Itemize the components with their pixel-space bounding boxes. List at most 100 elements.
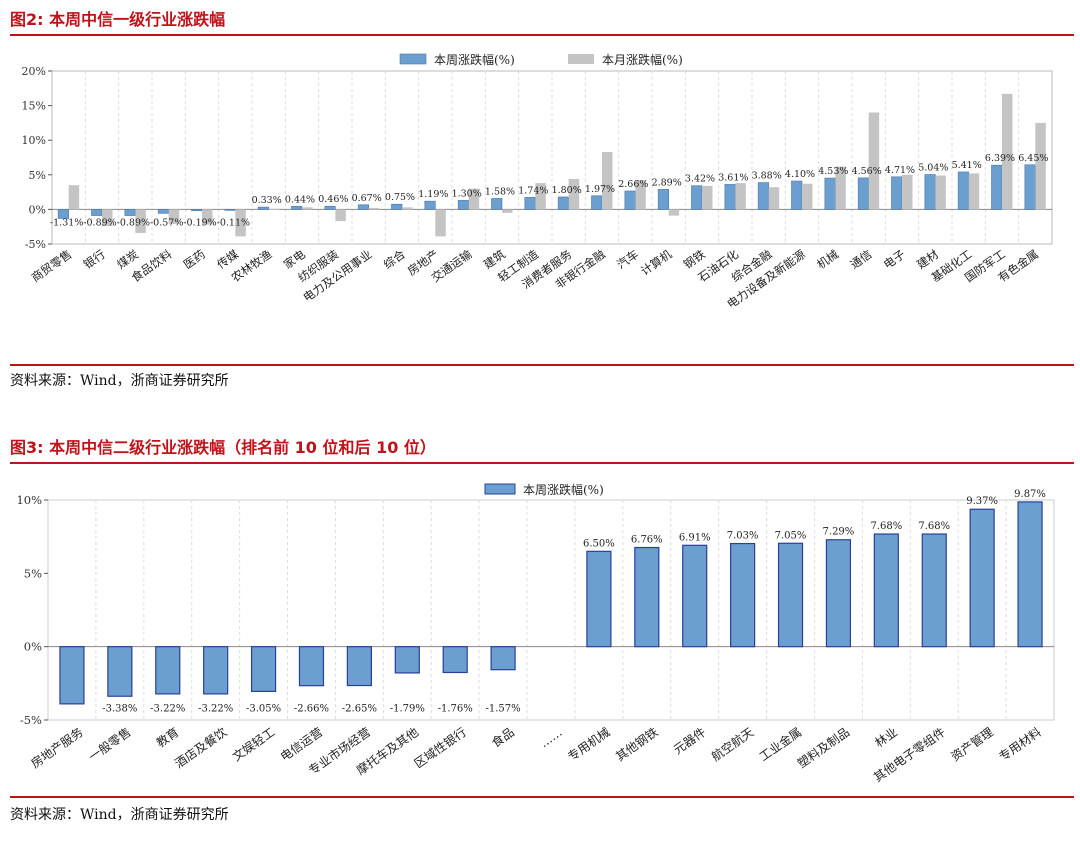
x-tick-label: 综合	[381, 247, 408, 272]
bar-month-8	[335, 209, 346, 222]
bar-month-6	[268, 208, 280, 210]
data-label: 4.56%	[852, 166, 882, 177]
bar-month-11	[435, 209, 446, 237]
bar-week-21	[757, 182, 769, 210]
legend-label: 本周涨跌幅(%)	[523, 482, 604, 497]
data-label: 9.37%	[966, 496, 998, 507]
x-tick-label: 教育	[153, 724, 181, 750]
bar-week-27	[957, 171, 969, 210]
data-label: -3.38%	[102, 704, 137, 715]
data-label: -0.89%	[83, 217, 116, 228]
x-tick-label: 商贸零售	[29, 247, 75, 285]
x-tick-label: 计算机	[638, 247, 675, 279]
x-tick-label: 机械	[814, 247, 841, 272]
bar-3	[203, 646, 229, 695]
bar-week-28	[991, 164, 1003, 210]
data-label: -1.57%	[486, 704, 521, 715]
y-tick-label: 5%	[24, 566, 42, 580]
bar-17	[873, 533, 899, 648]
x-tick-label: 酒店及餐饮	[172, 724, 230, 771]
y-tick-label: 10%	[22, 134, 46, 147]
bar-month-7	[302, 207, 313, 210]
data-label: -2.66%	[294, 704, 329, 715]
data-label: 7.68%	[918, 521, 950, 532]
data-label: 6.50%	[583, 538, 615, 549]
bar-month-10	[402, 207, 413, 210]
y-tick-label: 20%	[22, 65, 46, 78]
bar-month-23	[835, 166, 846, 210]
data-label: 1.30%	[452, 188, 482, 199]
bar-week-23	[824, 177, 836, 210]
bar-month-22	[802, 183, 813, 210]
bar-0	[59, 646, 85, 705]
bar-week-16	[591, 195, 603, 210]
data-label: -1.76%	[438, 704, 473, 715]
bar-month-14	[535, 183, 546, 210]
x-tick-label: 专用机械	[565, 724, 613, 764]
figure3-source: 资料来源：Wind，浙商证券研究所	[10, 807, 229, 823]
bar-13	[682, 544, 708, 648]
data-label: -0.57%	[150, 217, 183, 228]
data-label: 3.88%	[752, 171, 782, 182]
bar-month-9	[368, 208, 380, 210]
y-tick-label: 0%	[29, 203, 46, 216]
bar-month-20	[735, 183, 746, 210]
x-tick-label: 一般零售	[86, 724, 134, 764]
legend-label-week: 本周涨跌幅(%)	[434, 52, 515, 67]
y-tick-label: 15%	[22, 100, 46, 113]
data-label: 3.61%	[718, 172, 748, 183]
bar-week-6	[257, 206, 269, 210]
legend-swatch-week	[399, 53, 427, 65]
data-label: 1.74%	[518, 185, 548, 196]
bar-week-24	[857, 177, 869, 210]
bar-week-25	[891, 176, 903, 210]
bar-month-21	[768, 187, 780, 210]
bar-week-1	[91, 209, 103, 216]
x-tick-label: 汽车	[614, 247, 641, 272]
data-label: 6.45%	[1018, 153, 1048, 164]
bar-month-26	[935, 175, 946, 210]
data-label: 0.44%	[285, 194, 315, 205]
legend-swatch-month	[568, 54, 594, 64]
bar-week-13	[491, 198, 503, 210]
bar-month-19	[702, 185, 713, 210]
legend-swatch	[484, 483, 516, 495]
x-tick-label: 塑料及制品	[794, 724, 852, 771]
bar-20	[1017, 501, 1043, 648]
bar-7	[394, 646, 420, 674]
bar-month-1	[102, 209, 113, 227]
chart-industry-level2: -5% 0% 5% 10% 房地产服务 -3.38% 一般零售 -3.22% 教育 -3.22% 酒…	[16, 482, 1055, 785]
data-label: 0.46%	[318, 194, 348, 205]
bar-1	[107, 646, 133, 697]
x-tick-label: 航空航天	[708, 724, 756, 764]
bar-week-20	[724, 184, 736, 210]
y-tick-label: -5%	[20, 713, 42, 727]
data-label: 4.53%	[818, 166, 848, 177]
y-tick-label: 0%	[24, 640, 42, 654]
bar-12	[634, 546, 660, 648]
bar-week-3	[157, 209, 169, 214]
data-label: -1.31%	[50, 217, 83, 228]
bar-month-27	[968, 173, 980, 210]
data-label: 7.68%	[870, 521, 902, 532]
legend-label-month: 本月涨跌幅(%)	[602, 52, 683, 67]
bar-week-15	[557, 196, 569, 210]
data-label: 2.89%	[652, 177, 682, 188]
figure2-title-rule	[10, 34, 1074, 36]
x-tick-label: 林业	[872, 725, 900, 750]
bar-week-19	[691, 185, 703, 210]
data-label: 0.33%	[252, 195, 282, 206]
data-label: 7.05%	[775, 530, 807, 541]
data-label: 4.10%	[785, 169, 815, 180]
bar-week-26	[924, 174, 936, 210]
bar-month-12	[468, 188, 480, 210]
x-tick-label: 银行	[81, 247, 108, 272]
bar-week-2	[124, 209, 136, 216]
bar-5	[298, 646, 325, 687]
data-label: 6.91%	[679, 532, 711, 543]
y-tick-label: 5%	[29, 169, 46, 182]
figure2-source-rule	[10, 364, 1074, 366]
bar-month-25	[902, 174, 913, 210]
bar-week-17	[624, 190, 636, 210]
bar-week-22	[791, 180, 803, 210]
